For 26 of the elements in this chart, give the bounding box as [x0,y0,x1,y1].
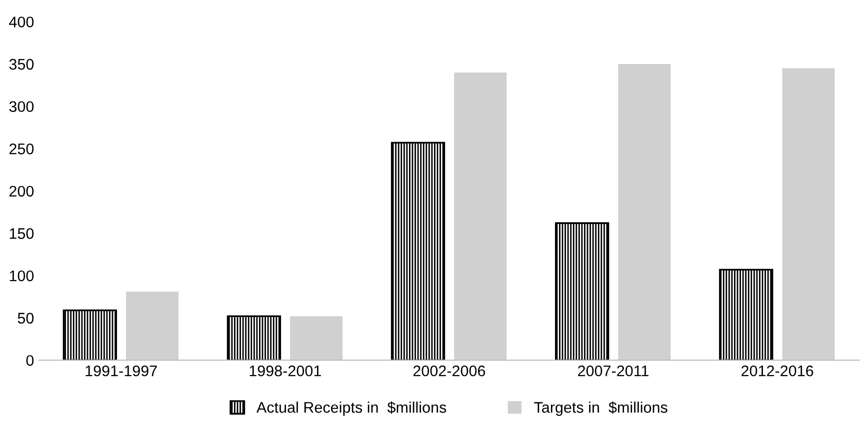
bar [390,142,446,360]
legend-label: Actual Receipts in $millions [256,401,446,416]
y-tick-label: 400 [9,16,34,28]
y-tick-label: 0 [26,355,34,366]
y-tick-label: 350 [9,58,34,70]
bar [126,292,179,360]
y-tick-label: 50 [18,312,34,324]
x-tick-label: 1991-1997 [86,365,157,376]
y-tick-label: 250 [9,144,34,154]
bar [62,309,117,360]
y-tick-label: 100 [10,270,34,282]
x-tick-label: 2002-2006 [413,365,486,376]
bar [454,72,507,360]
bar [554,222,610,360]
bar [618,64,671,360]
bar [226,315,282,360]
y-tick-label: 200 [9,186,34,197]
legend-label: Targets in $millions [534,401,668,416]
x-tick-label: 2012-2016 [742,365,814,376]
bar [782,68,835,360]
bar [290,316,343,360]
x-tick-label: 2007-2011 [578,365,648,376]
y-tick-label: 150 [10,228,34,239]
y-tick-label: 300 [9,101,34,112]
bar [719,268,774,360]
x-tick-label: 1998-2001 [250,365,321,376]
